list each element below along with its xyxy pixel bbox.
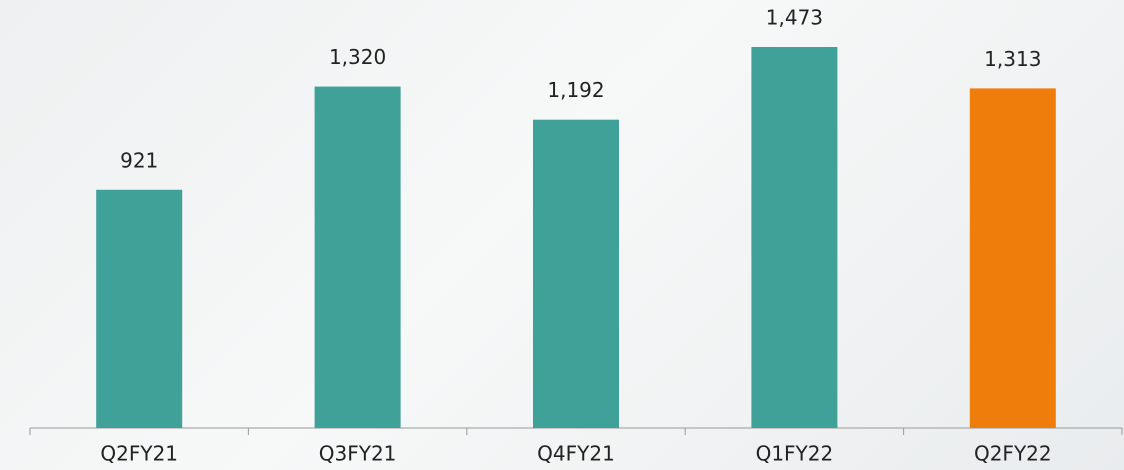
- data-label: 1,320: [329, 45, 386, 69]
- data-label: 1,192: [547, 78, 604, 102]
- data-label: 1,313: [984, 47, 1041, 71]
- data-label: 921: [120, 148, 158, 172]
- bar: [314, 86, 401, 428]
- x-tick-label: Q2FY21: [100, 442, 178, 466]
- x-tick-label: Q3FY21: [319, 442, 397, 466]
- bar: [969, 88, 1056, 429]
- x-tick-label: Q4FY21: [537, 442, 615, 466]
- x-tick-label: Q2FY22: [974, 442, 1052, 466]
- data-label: 1,473: [766, 6, 823, 30]
- x-tick-label: Q1FY22: [756, 442, 834, 466]
- bar: [533, 119, 619, 428]
- bar: [751, 47, 838, 428]
- bar: [96, 189, 183, 428]
